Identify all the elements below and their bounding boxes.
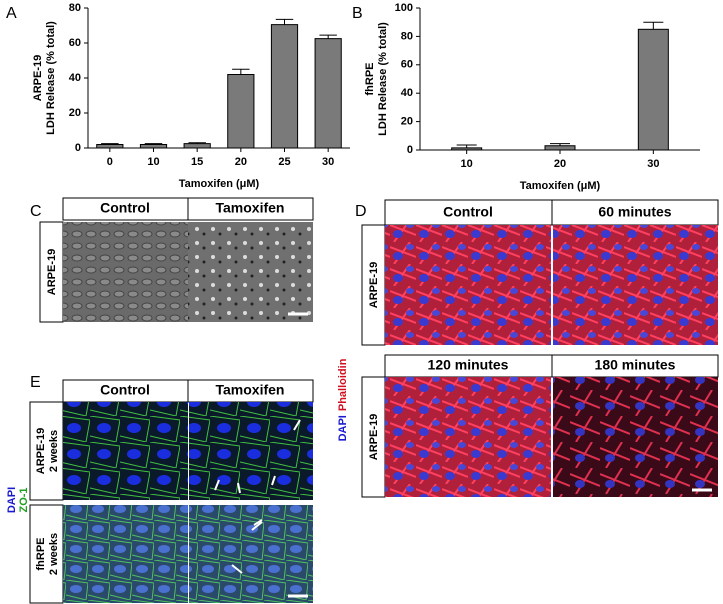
x-axis-label: Tamoxifen (μM) [520, 180, 601, 192]
row-label: ARPE-19 [46, 249, 58, 295]
bar [270, 24, 299, 149]
micrograph [63, 505, 188, 603]
stain-label: DAPI Phalloidin [337, 358, 349, 441]
y-tick-label: 20 [401, 116, 413, 128]
stain: DAPI [337, 415, 349, 441]
bar [637, 28, 669, 151]
micrograph [385, 225, 551, 345]
row-label: 2 weeks [48, 430, 60, 472]
panel-letter: A [6, 5, 17, 22]
column-header: Tamoxifen [216, 200, 285, 216]
x-tick-label: 10 [147, 156, 159, 168]
y-tick-label: 80 [401, 30, 413, 42]
x-tick-label: 15 [191, 156, 203, 168]
panel-letter: E [30, 374, 41, 391]
micrograph [385, 377, 551, 497]
micrograph [63, 222, 188, 322]
header-box [187, 197, 314, 221]
panel-letter: B [352, 5, 363, 22]
bar [96, 144, 124, 149]
bar [451, 147, 483, 151]
micrograph [553, 225, 718, 345]
row-label: fhRPE [35, 538, 47, 571]
micrograph [553, 377, 718, 497]
y-axis-label: LDH Release (% total) [45, 21, 57, 135]
y-tick-label: 100 [395, 2, 413, 14]
column-header: Control [100, 200, 150, 216]
x-tick-label: 10 [461, 158, 473, 170]
row-label: ARPE-19 [35, 428, 47, 474]
y-tick-label: 0 [75, 142, 81, 154]
micrograph [63, 402, 188, 500]
y-tick-label: 60 [401, 59, 413, 71]
arrow [214, 419, 301, 574]
stain: Phalloidin [337, 358, 349, 411]
row-label: ARPE-19 [368, 414, 380, 460]
y-tick-label: 20 [69, 107, 81, 119]
x-tick-label: 25 [278, 156, 290, 168]
row-box [29, 401, 64, 501]
stain-label: DAPI [6, 487, 18, 513]
panel-c: C Control Tamoxifen ARPE-19 [30, 197, 314, 323]
stain: ZO-1 [18, 487, 30, 512]
header-box [551, 199, 719, 226]
bar [314, 38, 342, 149]
column-header: Tamoxifen [216, 382, 285, 398]
column-header: Control [443, 204, 493, 220]
panel-letter: C [30, 203, 42, 220]
stain: DAPI [6, 487, 18, 513]
row-box [29, 504, 64, 604]
stain-label: ZO-1 [18, 487, 30, 512]
bar [227, 74, 255, 149]
panel-d: D Control 60 minutes ARPE-19 120 minutes… [337, 199, 719, 498]
micrograph [188, 222, 313, 322]
column-header: Control [100, 382, 150, 398]
y-tick-label: 60 [69, 37, 81, 49]
column-header: 120 minutes [428, 357, 509, 373]
panel-e: E Control Tamoxifen ARPE-19 2 weeks fhRP… [6, 374, 314, 604]
y-tick-label: 40 [401, 87, 413, 99]
y-tick-label: 80 [69, 2, 81, 14]
x-tick-label: 30 [647, 158, 659, 170]
bar [544, 145, 576, 151]
micrograph [189, 402, 313, 500]
y-tick-label: 0 [407, 144, 413, 156]
x-axis-label: Tamoxifen (μM) [179, 178, 260, 190]
y-axis-label: ARPE-19 [32, 55, 44, 101]
x-tick-label: 20 [554, 158, 566, 170]
x-tick-label: 30 [322, 156, 334, 168]
y-axis-label: fhRPE [364, 63, 376, 96]
x-tick-label: 0 [107, 156, 113, 168]
row-label: 2 weeks [48, 533, 60, 575]
y-axis-label: LDH Release (% total) [377, 22, 389, 136]
row-label: ARPE-19 [368, 262, 380, 308]
micrograph [189, 505, 313, 603]
column-header: 60 minutes [598, 204, 671, 220]
bar [183, 143, 211, 149]
panel-letter: D [355, 203, 367, 220]
bar [139, 144, 168, 149]
x-tick-label: 20 [235, 156, 247, 168]
y-tick-label: 40 [69, 72, 81, 84]
column-header: 180 minutes [595, 357, 676, 373]
